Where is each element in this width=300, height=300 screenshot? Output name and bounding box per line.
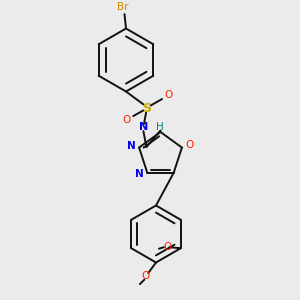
Text: Br: Br: [117, 2, 129, 12]
Text: O: O: [163, 242, 171, 252]
Text: O: O: [122, 115, 131, 125]
Text: S: S: [142, 101, 152, 115]
Text: O: O: [164, 90, 173, 100]
Text: N: N: [139, 122, 148, 133]
Text: N: N: [135, 169, 144, 179]
Text: H: H: [156, 122, 164, 133]
Text: O: O: [142, 271, 150, 281]
Text: N: N: [127, 141, 136, 151]
Text: O: O: [185, 140, 194, 150]
